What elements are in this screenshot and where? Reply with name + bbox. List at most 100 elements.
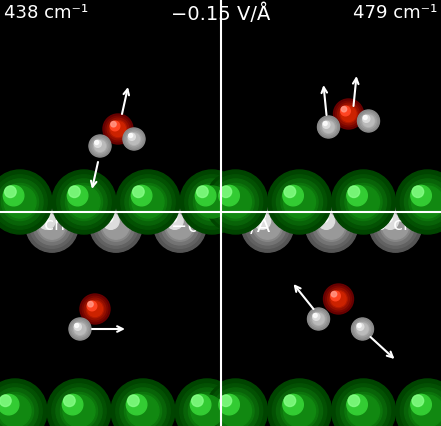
Circle shape [0, 379, 47, 426]
Circle shape [340, 106, 357, 124]
Circle shape [47, 379, 111, 426]
Circle shape [323, 122, 330, 129]
Circle shape [52, 384, 106, 426]
Circle shape [104, 214, 113, 223]
Circle shape [191, 394, 211, 415]
Circle shape [88, 302, 93, 307]
Circle shape [80, 294, 110, 324]
Circle shape [95, 142, 105, 152]
Circle shape [413, 397, 441, 425]
Circle shape [219, 186, 239, 206]
Circle shape [154, 201, 206, 253]
Circle shape [33, 208, 71, 245]
Circle shape [307, 202, 356, 251]
Circle shape [0, 395, 31, 426]
Circle shape [90, 136, 110, 157]
Circle shape [281, 392, 318, 426]
Circle shape [75, 324, 86, 335]
Circle shape [91, 202, 141, 251]
Circle shape [313, 314, 317, 318]
Circle shape [63, 395, 95, 426]
Circle shape [61, 179, 107, 225]
Circle shape [351, 318, 374, 340]
Circle shape [396, 379, 441, 426]
Circle shape [104, 115, 132, 144]
Circle shape [268, 379, 332, 426]
Circle shape [370, 201, 422, 253]
Circle shape [357, 324, 368, 335]
Circle shape [62, 394, 83, 415]
Circle shape [277, 179, 322, 225]
Circle shape [195, 186, 216, 206]
Circle shape [93, 140, 106, 153]
Circle shape [0, 176, 47, 230]
Circle shape [1, 184, 38, 221]
Circle shape [65, 184, 103, 221]
Circle shape [69, 318, 91, 340]
Circle shape [310, 311, 326, 327]
Circle shape [67, 186, 88, 206]
Circle shape [0, 381, 45, 426]
Circle shape [411, 395, 441, 426]
Circle shape [284, 395, 315, 426]
Circle shape [4, 186, 24, 206]
Circle shape [285, 397, 314, 425]
Text: 197 cm⁻¹: 197 cm⁻¹ [4, 216, 88, 233]
Circle shape [82, 296, 108, 322]
Circle shape [320, 215, 343, 238]
Circle shape [168, 215, 191, 238]
Circle shape [324, 284, 354, 314]
Circle shape [308, 309, 329, 330]
Circle shape [129, 135, 139, 144]
Circle shape [109, 121, 127, 138]
Circle shape [362, 115, 375, 128]
Circle shape [345, 392, 382, 426]
Circle shape [26, 201, 78, 253]
Circle shape [331, 292, 336, 297]
Text: −0.15 V/Å: −0.15 V/Å [171, 3, 270, 23]
Circle shape [318, 117, 340, 139]
Circle shape [74, 323, 86, 336]
Circle shape [0, 392, 34, 426]
Circle shape [70, 319, 90, 340]
Circle shape [158, 204, 202, 249]
Circle shape [400, 384, 441, 426]
Circle shape [348, 187, 380, 219]
Circle shape [40, 214, 49, 223]
Circle shape [72, 321, 88, 337]
Circle shape [245, 204, 290, 249]
Circle shape [127, 395, 159, 426]
Circle shape [338, 104, 359, 126]
Circle shape [155, 202, 205, 251]
Circle shape [0, 384, 42, 426]
Circle shape [324, 285, 353, 314]
Circle shape [125, 130, 143, 149]
Circle shape [0, 170, 52, 234]
Circle shape [411, 394, 431, 415]
Circle shape [161, 208, 199, 245]
Circle shape [133, 187, 144, 198]
Circle shape [347, 186, 367, 206]
Circle shape [192, 395, 203, 406]
Circle shape [121, 176, 175, 230]
Circle shape [272, 384, 327, 426]
Circle shape [352, 319, 373, 340]
Circle shape [105, 117, 131, 142]
Circle shape [285, 188, 314, 216]
Circle shape [332, 293, 345, 306]
Circle shape [313, 208, 350, 245]
Circle shape [180, 384, 234, 426]
Circle shape [409, 392, 441, 426]
Circle shape [41, 215, 64, 238]
Circle shape [371, 202, 420, 251]
Circle shape [0, 172, 50, 233]
Circle shape [412, 395, 424, 406]
Circle shape [175, 379, 239, 426]
Circle shape [381, 212, 411, 242]
Circle shape [220, 395, 251, 426]
Circle shape [357, 324, 361, 328]
Circle shape [324, 123, 333, 132]
Circle shape [37, 212, 67, 242]
Circle shape [165, 212, 195, 242]
Circle shape [134, 188, 162, 216]
